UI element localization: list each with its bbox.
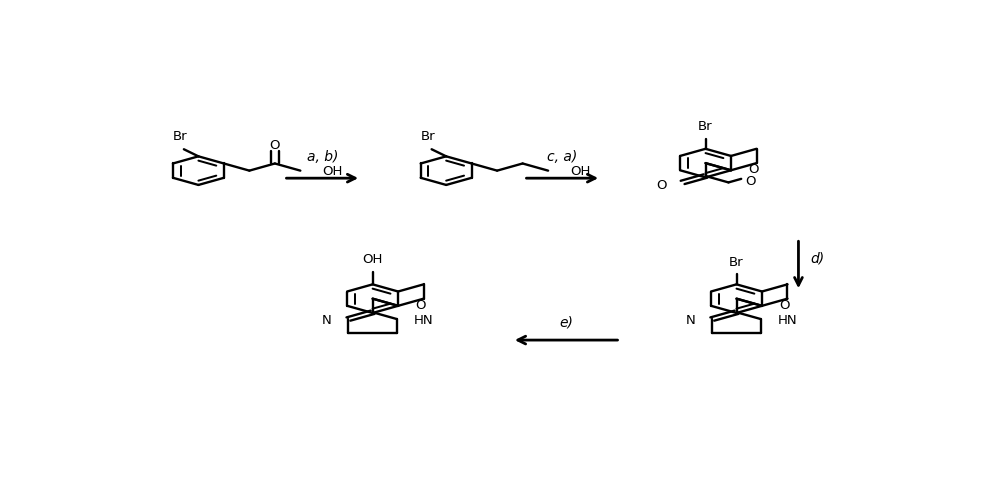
Text: Br: Br: [173, 130, 187, 143]
Text: O: O: [270, 139, 280, 152]
Text: c, a): c, a): [547, 150, 577, 164]
Text: HN: HN: [778, 313, 797, 326]
Text: N: N: [685, 313, 695, 326]
Text: O: O: [656, 179, 667, 191]
Text: OH: OH: [569, 165, 590, 178]
Text: O: O: [416, 299, 426, 311]
Text: O: O: [779, 299, 789, 311]
Text: O: O: [745, 175, 756, 188]
Text: HN: HN: [414, 313, 434, 326]
Text: e): e): [559, 315, 573, 329]
Text: a, b): a, b): [307, 150, 338, 164]
Text: Br: Br: [421, 130, 435, 143]
Text: OH: OH: [322, 165, 343, 178]
Text: O: O: [748, 163, 758, 176]
Text: Br: Br: [698, 120, 713, 133]
Text: Br: Br: [729, 255, 744, 268]
Text: OH: OH: [363, 253, 383, 266]
Text: d): d): [811, 251, 825, 265]
Text: N: N: [322, 313, 332, 326]
